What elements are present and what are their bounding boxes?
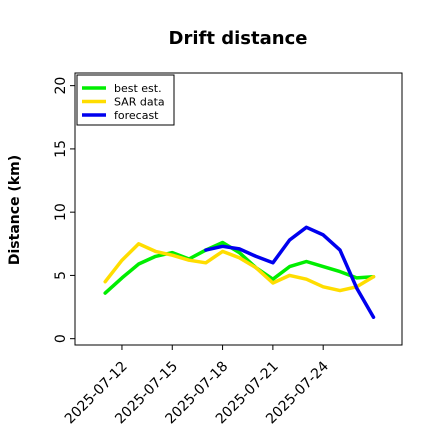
y-axis-label: Distance (km) bbox=[7, 155, 23, 265]
y-tick-label: 5 bbox=[53, 271, 69, 280]
y-tick-label: 10 bbox=[53, 203, 69, 221]
series-line bbox=[103, 240, 376, 295]
series-line bbox=[103, 242, 376, 293]
y-tick-label: 20 bbox=[53, 77, 69, 95]
plot-lines bbox=[103, 225, 376, 319]
x-axis: 2025-07-122025-07-152025-07-182025-07-21… bbox=[62, 345, 332, 427]
legend-label: SAR data bbox=[114, 96, 165, 109]
legend-label: best est. bbox=[114, 82, 162, 95]
legend-label: forecast bbox=[114, 109, 159, 122]
y-axis: 0 5 10 15 20 bbox=[53, 77, 75, 343]
plot-frame bbox=[74, 72, 403, 346]
y-tick-label: 0 bbox=[53, 334, 69, 343]
series-line bbox=[204, 225, 376, 319]
chart-title: Drift distance bbox=[169, 28, 308, 49]
y-tick-label: 15 bbox=[53, 140, 69, 158]
